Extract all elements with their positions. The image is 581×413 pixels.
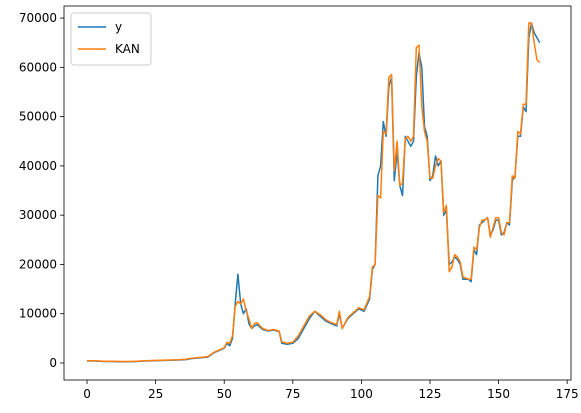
x-tick-label: 25: [148, 387, 163, 401]
y-tick-label: 70000: [19, 11, 57, 25]
y-tick-label: 40000: [19, 159, 57, 173]
legend: y KAN: [70, 12, 152, 66]
y-tick-label: 20000: [19, 257, 57, 271]
y-tick-label: 50000: [19, 110, 57, 124]
y-tick-label: 0: [49, 356, 57, 370]
x-tick-label: 75: [285, 387, 300, 401]
series-line-y: [87, 22, 541, 363]
y-tick-label: 60000: [19, 60, 57, 74]
legend-label: KAN: [115, 42, 140, 56]
x-tick-label: 175: [556, 387, 579, 401]
legend-label: y: [115, 20, 122, 34]
x-axis-ticks: 0 25 50 75 100 125 150 175: [83, 380, 579, 401]
series-line-kan: [87, 22, 541, 363]
legend-frame: [70, 12, 152, 66]
plot-frame: [63, 5, 572, 381]
x-tick-label: 125: [419, 387, 442, 401]
x-tick-label: 150: [487, 387, 510, 401]
series-layer: [87, 22, 541, 363]
x-tick-label: 0: [83, 387, 91, 401]
y-tick-label: 30000: [19, 208, 57, 222]
y-axis-ticks: 0 10000 20000 30000 40000 50000 60000 70000: [19, 11, 64, 370]
x-tick-label: 100: [350, 387, 373, 401]
y-tick-label: 10000: [19, 307, 57, 321]
x-tick-label: 50: [217, 387, 232, 401]
